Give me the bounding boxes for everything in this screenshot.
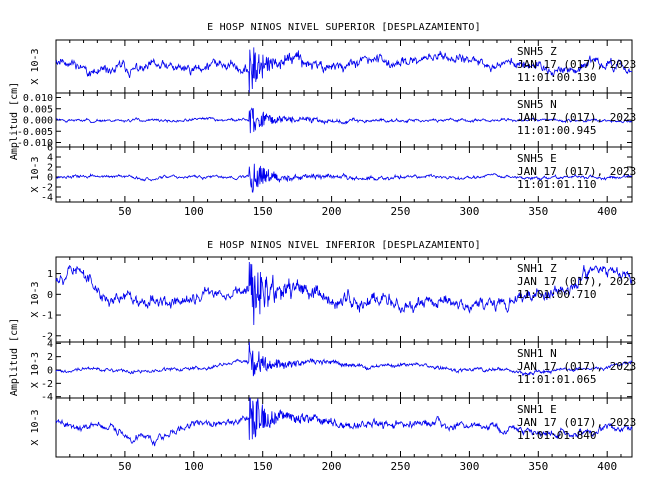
x-tick-label: 100 <box>184 205 204 218</box>
y-tick-label: 1 <box>47 269 53 280</box>
record-date: JAN 17 (017), 2023 <box>517 58 636 71</box>
waveform-trace <box>55 47 633 94</box>
x-tick-label: 200 <box>322 460 342 473</box>
station-channel: SNH5 E <box>517 152 557 165</box>
waveform-trace <box>55 397 633 447</box>
y-tick-label: -1 <box>41 311 53 322</box>
x-tick-label: 350 <box>528 205 548 218</box>
waveform-trace <box>55 261 633 326</box>
x-tick-label: 400 <box>597 205 617 218</box>
scale-label: X 10-3 <box>30 352 41 388</box>
y-tick-label: -4 <box>41 193 53 204</box>
x-tick-label: 300 <box>459 205 479 218</box>
station-channel: SNH1 Z <box>517 262 557 275</box>
y-tick-label: -0.010 <box>17 138 53 149</box>
x-tick-label: 300 <box>459 460 479 473</box>
y-tick-label: -2 <box>41 183 53 194</box>
y-axis-label: Amplitud [cm] <box>9 82 20 160</box>
y-tick-label: 0.010 <box>23 93 53 104</box>
x-tick-label: 400 <box>597 460 617 473</box>
x-tick-label: 200 <box>322 205 342 218</box>
record-time: 11:01:00.130 <box>517 71 596 84</box>
x-tick-label: 250 <box>391 205 411 218</box>
x-tick-label: 150 <box>253 205 273 218</box>
scale-label: X 10-3 <box>30 409 41 445</box>
y-tick-label: -2 <box>41 379 53 390</box>
x-tick-label: 100 <box>184 460 204 473</box>
y-tick-label: 4 <box>47 339 53 350</box>
record-time: 11:01:01.110 <box>517 178 596 191</box>
x-tick-label: 50 <box>118 460 131 473</box>
y-tick-label: -4 <box>41 392 53 403</box>
y-tick-label: 0.005 <box>23 104 53 115</box>
y-tick-label: -0.005 <box>17 127 53 138</box>
station-channel: SNH5 N <box>517 98 557 111</box>
station-channel: SNH1 N <box>517 347 557 360</box>
figure-title: E HOSP NINOS NIVEL INFERIOR [DESPLAZAMIE… <box>207 240 481 251</box>
figure-2: E HOSP NINOS NIVEL INFERIOR [DESPLAZAMIE… <box>9 240 636 473</box>
record-date: JAN 17 (017), 2023 <box>517 165 636 178</box>
y-tick-label: 2 <box>47 352 53 363</box>
record-time: 11:01:00.710 <box>517 288 596 301</box>
y-tick-label: 0 <box>47 173 53 184</box>
record-date: JAN 17 (017), 2023 <box>517 275 636 288</box>
x-tick-label: 50 <box>118 205 131 218</box>
y-tick-label: 2 <box>47 163 53 174</box>
panel-frame <box>55 146 633 203</box>
y-tick-label: 0.000 <box>23 116 53 127</box>
y-tick-label: 4 <box>47 153 53 164</box>
y-tick-label: 0 <box>47 290 53 301</box>
station-channel: SNH5 Z <box>517 45 557 58</box>
record-date: JAN 17 (017), 2023 <box>517 111 636 124</box>
record-time: 11:01:00.945 <box>517 124 596 137</box>
y-tick-label: 6 <box>47 143 53 154</box>
y-tick-label: 0 <box>47 366 53 377</box>
station-channel: SNH1 E <box>517 403 557 416</box>
x-tick-label: 250 <box>391 460 411 473</box>
waveform-trace <box>55 107 633 134</box>
record-date: JAN 17 (017), 2023 <box>517 416 636 429</box>
x-tick-label: 350 <box>528 460 548 473</box>
y-axis-label: Amplitud [cm] <box>9 318 20 396</box>
scale-label: X 10-3 <box>30 156 41 192</box>
record-time: 11:01:01.065 <box>517 373 596 386</box>
x-tick-label: 150 <box>253 460 273 473</box>
scale-label: X 10-3 <box>30 48 41 84</box>
record-time: 11:01:01.840 <box>517 429 596 442</box>
figure-title: E HOSP NINOS NIVEL SUPERIOR [DESPLAZAMIE… <box>207 22 481 33</box>
waveform-trace <box>55 163 633 193</box>
record-date: JAN 17 (017), 2023 <box>517 360 636 373</box>
scale-label: X 10-3 <box>30 281 41 317</box>
figure-1: E HOSP NINOS NIVEL SUPERIOR [DESPLAZAMIE… <box>9 22 636 218</box>
y-tick-label: -2 <box>41 331 53 342</box>
waveform-trace <box>55 341 633 377</box>
